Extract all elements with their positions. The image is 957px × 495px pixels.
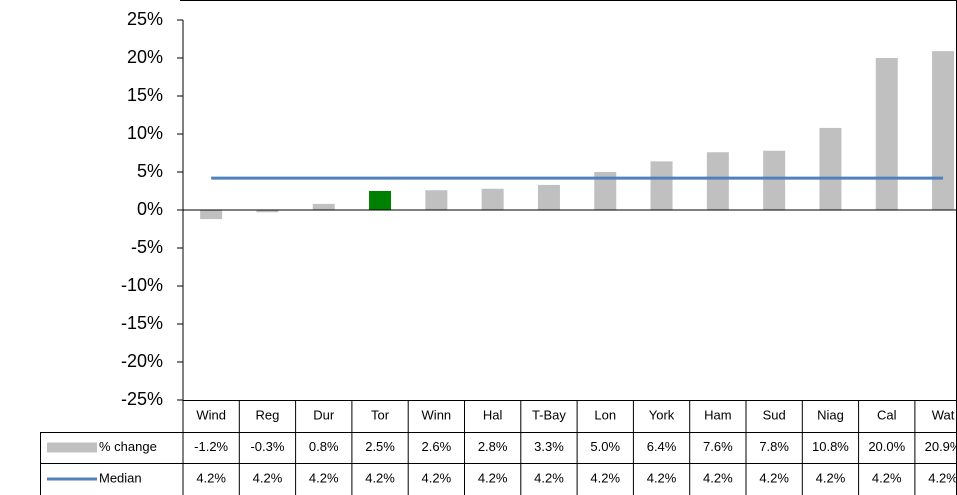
y-tick-label: 15% (127, 85, 163, 105)
table-value: 4.2% (478, 470, 508, 485)
table-value: 4.2% (928, 470, 957, 485)
category-label: T-Bay (532, 407, 566, 422)
bar (425, 190, 448, 210)
table-value: 4.2% (647, 470, 677, 485)
category-label: Winn (422, 407, 452, 422)
table-value: 4.2% (759, 470, 789, 485)
y-tick-label: -25% (121, 389, 163, 409)
bar (763, 150, 786, 210)
bar (256, 210, 279, 213)
table-value: 6.4% (647, 439, 677, 454)
category-label: Wind (196, 407, 226, 422)
category-label: Hal (483, 407, 503, 422)
table-value: 4.2% (365, 470, 395, 485)
table-value: 10.8% (812, 439, 849, 454)
table-value: 7.8% (759, 439, 789, 454)
y-tick-label: -5% (131, 237, 163, 257)
bar (312, 203, 335, 210)
table-value: 2.8% (478, 439, 508, 454)
bar (932, 51, 955, 210)
table-value: 4.2% (253, 470, 283, 485)
bar (706, 152, 729, 210)
table-value: -1.2% (194, 439, 228, 454)
category-label: Dur (313, 407, 335, 422)
table-value: 4.2% (422, 470, 452, 485)
category-label: Lon (594, 407, 616, 422)
table-value: 2.6% (422, 439, 452, 454)
category-label: Wat (932, 407, 955, 422)
table-value: 2.5% (365, 439, 395, 454)
table-value: 4.2% (309, 470, 339, 485)
category-label: Sud (763, 407, 786, 422)
category-label: Ham (704, 407, 731, 422)
y-tick-label: 5% (137, 161, 163, 181)
bar (594, 172, 617, 210)
table-value: 4.2% (534, 470, 564, 485)
bar (200, 210, 223, 220)
y-tick-label: 25% (127, 9, 163, 29)
category-label: Niag (817, 407, 844, 422)
table-value: 20.0% (868, 439, 905, 454)
bar (650, 161, 673, 210)
legend-label: Median (99, 470, 142, 485)
y-tick-label: -10% (121, 275, 163, 295)
bar (537, 184, 560, 210)
legend-label: % change (99, 439, 157, 454)
table-value: 5.0% (590, 439, 620, 454)
table-value: 0.8% (309, 439, 339, 454)
legend-swatch (47, 442, 97, 453)
category-label: Tor (371, 407, 390, 422)
table-value: 4.2% (590, 470, 620, 485)
table-value: 4.2% (816, 470, 846, 485)
bar (481, 188, 504, 210)
table-value: 20.9% (925, 439, 957, 454)
bar (369, 191, 392, 210)
y-tick-label: 20% (127, 47, 163, 67)
category-label: Cal (877, 407, 897, 422)
table-value: 4.2% (703, 470, 733, 485)
category-label: York (649, 407, 675, 422)
bar (819, 127, 842, 210)
bar (875, 58, 898, 210)
category-label: Reg (256, 407, 280, 422)
y-tick-label: -20% (121, 351, 163, 371)
table-value: 3.3% (534, 439, 564, 454)
table-value: 7.6% (703, 439, 733, 454)
y-tick-label: 10% (127, 123, 163, 143)
y-tick-label: -15% (121, 313, 163, 333)
y-tick-label: 0% (137, 199, 163, 219)
table-value: -0.3% (250, 439, 284, 454)
table-value: 4.2% (872, 470, 902, 485)
table-value: 4.2% (196, 470, 226, 485)
